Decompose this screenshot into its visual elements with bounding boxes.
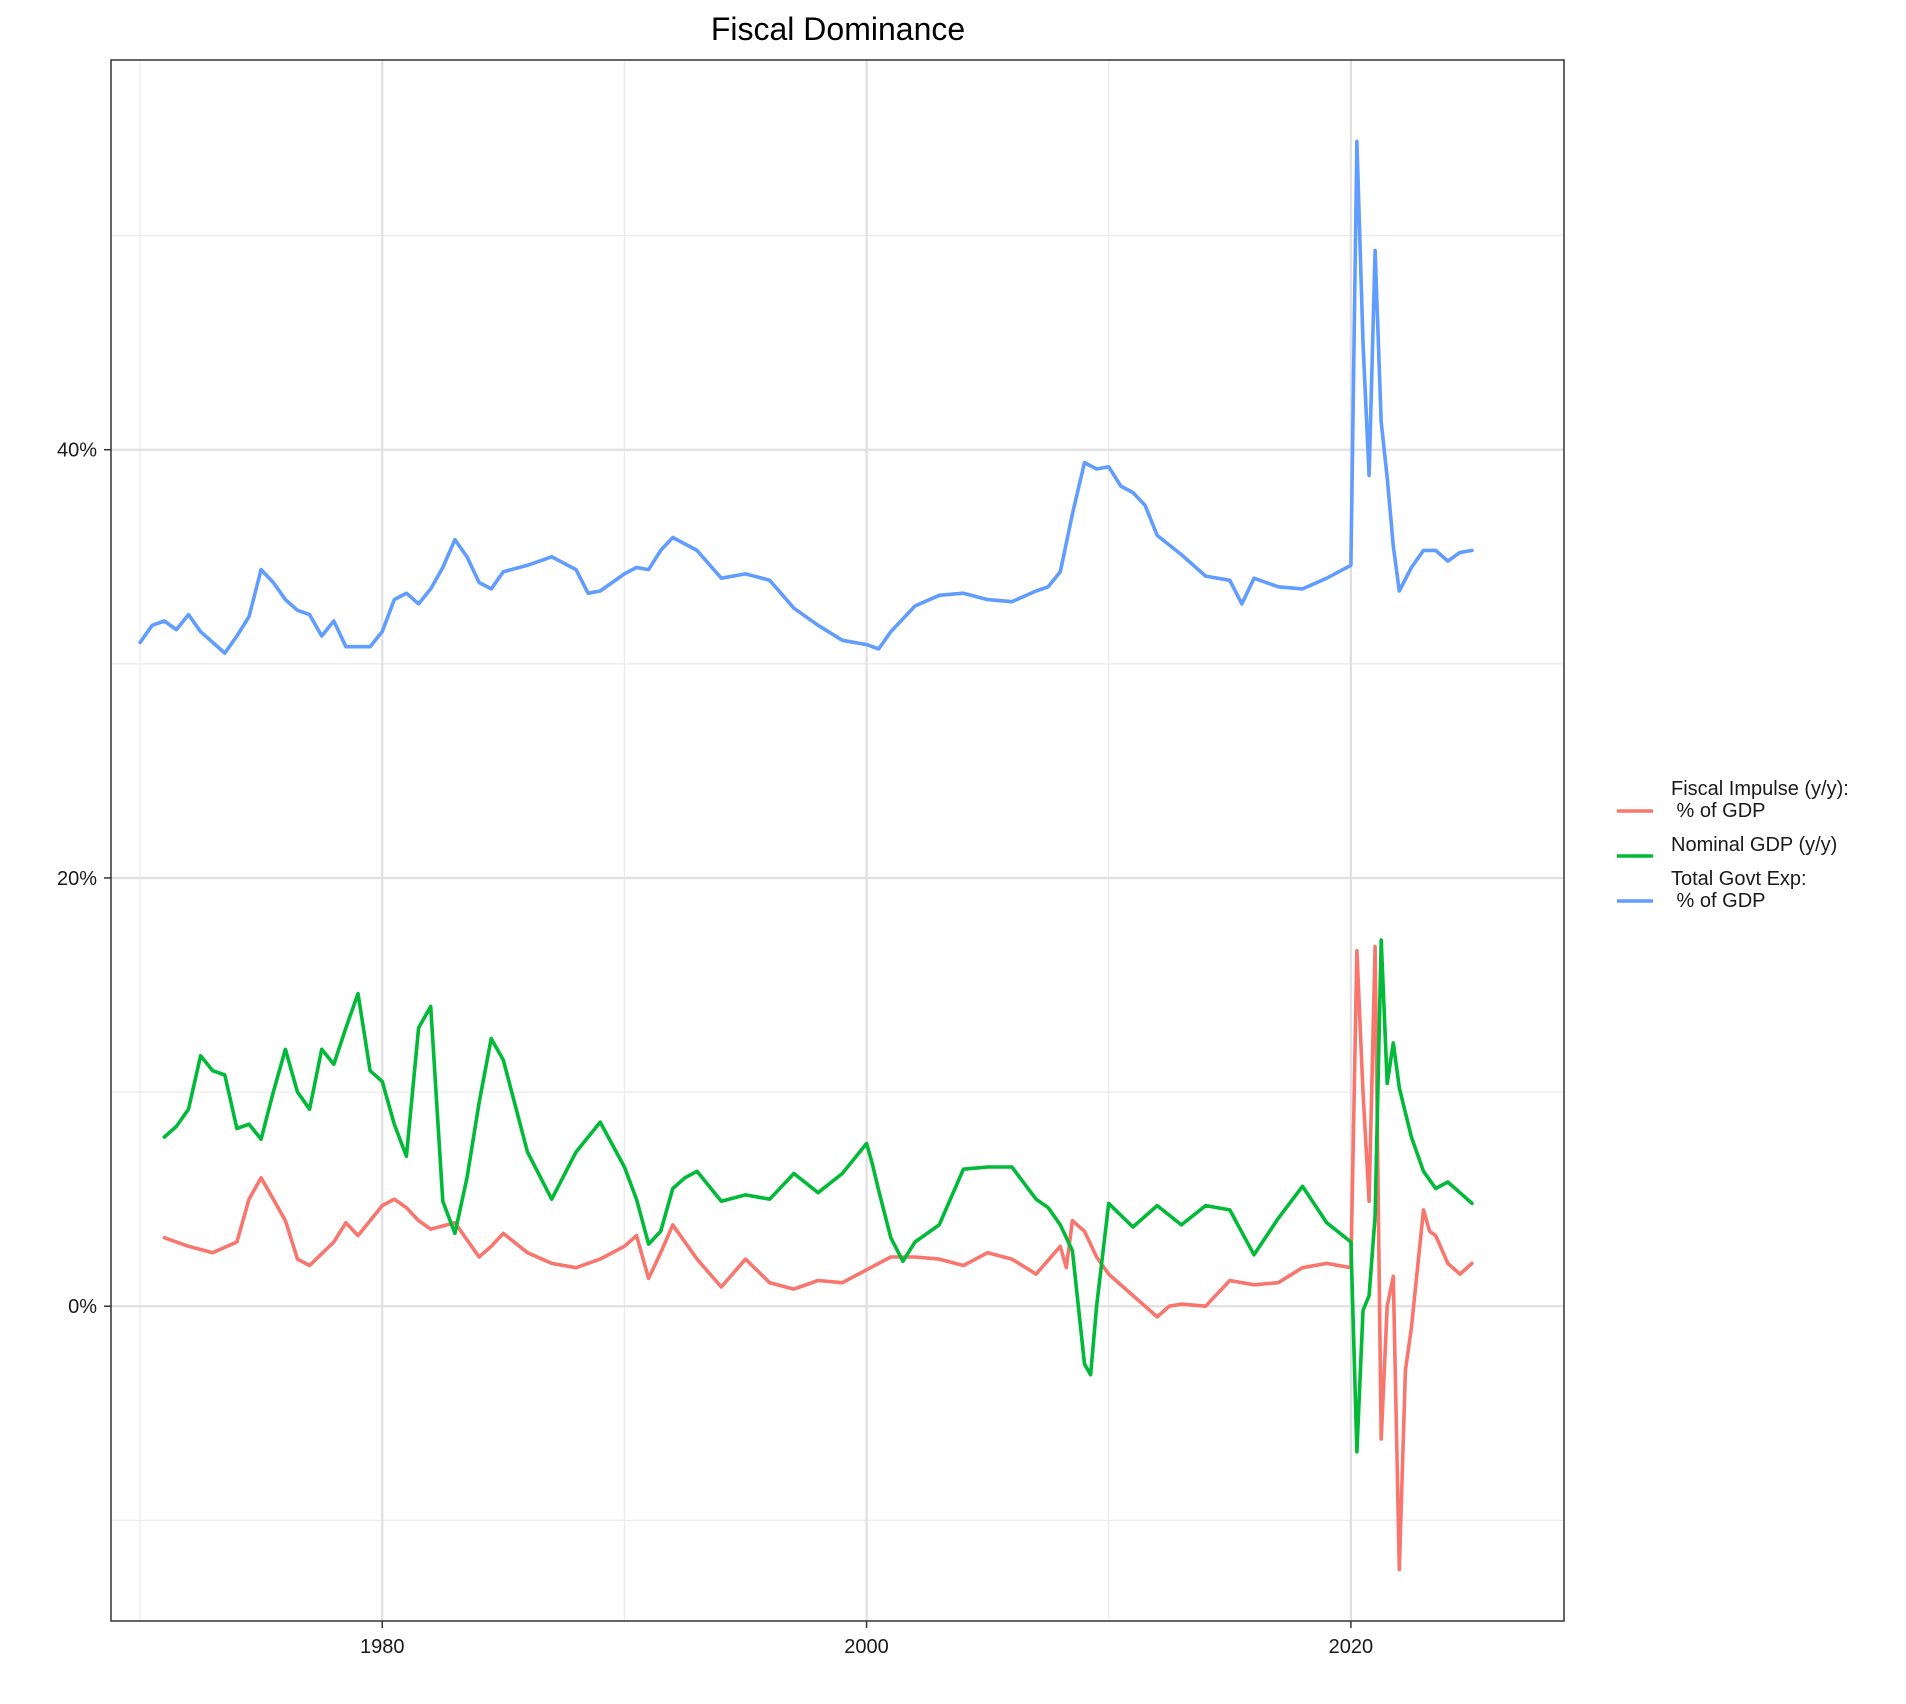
- x-tick-label: 1980: [360, 1636, 405, 1658]
- legend-label-line: % of GDP: [1671, 800, 1765, 822]
- series-line: [162, 938, 1474, 1454]
- legend-label-line: Total Govt Exp:: [1671, 868, 1807, 890]
- legend-label: Fiscal Impulse (y/y): % of GDP: [1671, 778, 1849, 822]
- chart-title: Fiscal Dominance: [711, 11, 965, 47]
- x-tick-label: 2000: [844, 1636, 889, 1658]
- y-tick-label: 0%: [68, 1296, 97, 1318]
- grid-layer: [111, 60, 1564, 1621]
- series-line: [162, 944, 1474, 1572]
- legend: Fiscal Impulse (y/y): % of GDP Nominal GD…: [1617, 778, 1849, 912]
- y-tick-label: 20%: [57, 868, 97, 890]
- legend-label: Total Govt Exp: % of GDP: [1671, 868, 1807, 912]
- series-layer: [138, 139, 1474, 1572]
- series-line: [138, 139, 1474, 655]
- panel-border: [110, 59, 1565, 1622]
- y-tick-label: 40%: [57, 440, 97, 462]
- x-tick-label: 2020: [1329, 1636, 1374, 1658]
- legend-label-line: Fiscal Impulse (y/y):: [1671, 778, 1849, 800]
- legend-label-line: % of GDP: [1671, 890, 1765, 912]
- legend-label-line: Nominal GDP (y/y): [1671, 834, 1837, 856]
- axis-layer: 1980 2000 2020 0% 20% 40%: [57, 440, 1373, 1658]
- legend-label: Nominal GDP (y/y): [1671, 834, 1837, 856]
